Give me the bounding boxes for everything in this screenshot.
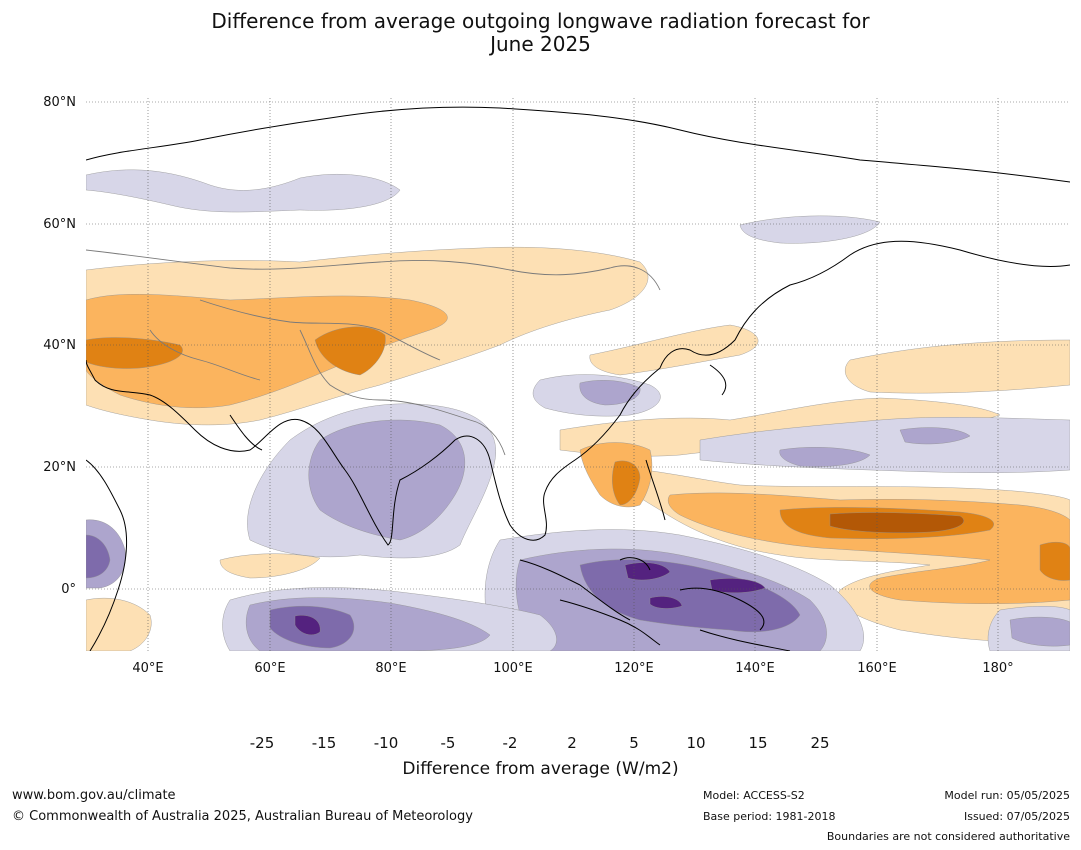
lon-label: 160°E [857,661,897,676]
copyright-text: © Commonwealth of Australia 2025, Austra… [12,809,473,824]
lat-label: 60°N [43,217,76,232]
colorbar-tick-label: -5 [440,734,456,752]
title-line-1: Difference from average outgoing longwav… [211,9,870,33]
anomaly-region [649,596,683,609]
map-canvas [86,98,1070,651]
colorbar-tick-label: -25 [249,734,275,752]
model-name: Model: ACCESS-S2 [703,789,805,802]
anomaly-region [294,615,321,635]
anomaly-region [86,294,448,409]
anomaly-region [314,326,386,376]
anomaly-fields [86,169,1070,651]
colorbar-tick-label: -2 [502,734,518,752]
colorbar-tick-label: 15 [748,734,768,752]
coastlines [86,106,1070,651]
anomaly-region [829,512,964,533]
lat-label: 40°N [43,338,76,353]
colorbar-tick-label: 25 [810,734,830,752]
issued-date: Issued: 07/05/2025 [963,810,1070,823]
colorbar-tick-label: -10 [373,734,399,752]
anomaly-region [779,447,871,467]
lon-label: 60°E [254,661,286,676]
anomaly-region [219,553,321,579]
lon-label: 100°E [493,661,533,676]
lat-label: 0° [61,582,76,597]
map-title: Difference from average outgoing longwav… [0,10,1081,56]
anomaly-region [589,324,759,376]
anomaly-region [1039,541,1070,581]
lon-label: 180° [982,661,1014,676]
lon-label: 40°E [132,661,164,676]
title-line-2: June 2025 [490,32,591,56]
anomaly-region [559,397,1001,457]
anomaly-region [86,169,401,213]
anomaly-region [624,562,671,581]
lon-label: 140°E [735,661,775,676]
anomaly-region [612,460,641,506]
colorbar-tick-label: -15 [311,734,337,752]
colorbar-tick-label: 5 [629,734,639,752]
colorbar-title: Difference from average (W/m2) [402,759,679,779]
colorbar-tick-label: 10 [686,734,706,752]
lat-label: 20°N [43,460,76,475]
anomaly-region [86,597,152,651]
lon-label: 80°E [375,661,407,676]
lon-label: 120°E [614,661,654,676]
colorbar-tick-label: 2 [567,734,577,752]
map-plot-area [86,98,1070,651]
anomaly-region [1009,616,1070,647]
boundary-disclaimer: Boundaries are not considered authoritat… [826,830,1070,843]
anomaly-region [308,419,466,541]
country-boundaries [86,249,661,456]
website-link[interactable]: www.bom.gov.au/climate [12,788,176,803]
base-period: Base period: 1981-2018 [703,810,836,823]
anomaly-region [739,215,881,244]
lat-label: 80°N [43,95,76,110]
anomaly-region [899,427,971,445]
anomaly-region [845,339,1070,394]
anomaly-region [86,534,111,579]
graticule [86,98,1070,651]
anomaly-region [579,380,641,406]
model-run: Model run: 05/05/2025 [944,789,1070,802]
